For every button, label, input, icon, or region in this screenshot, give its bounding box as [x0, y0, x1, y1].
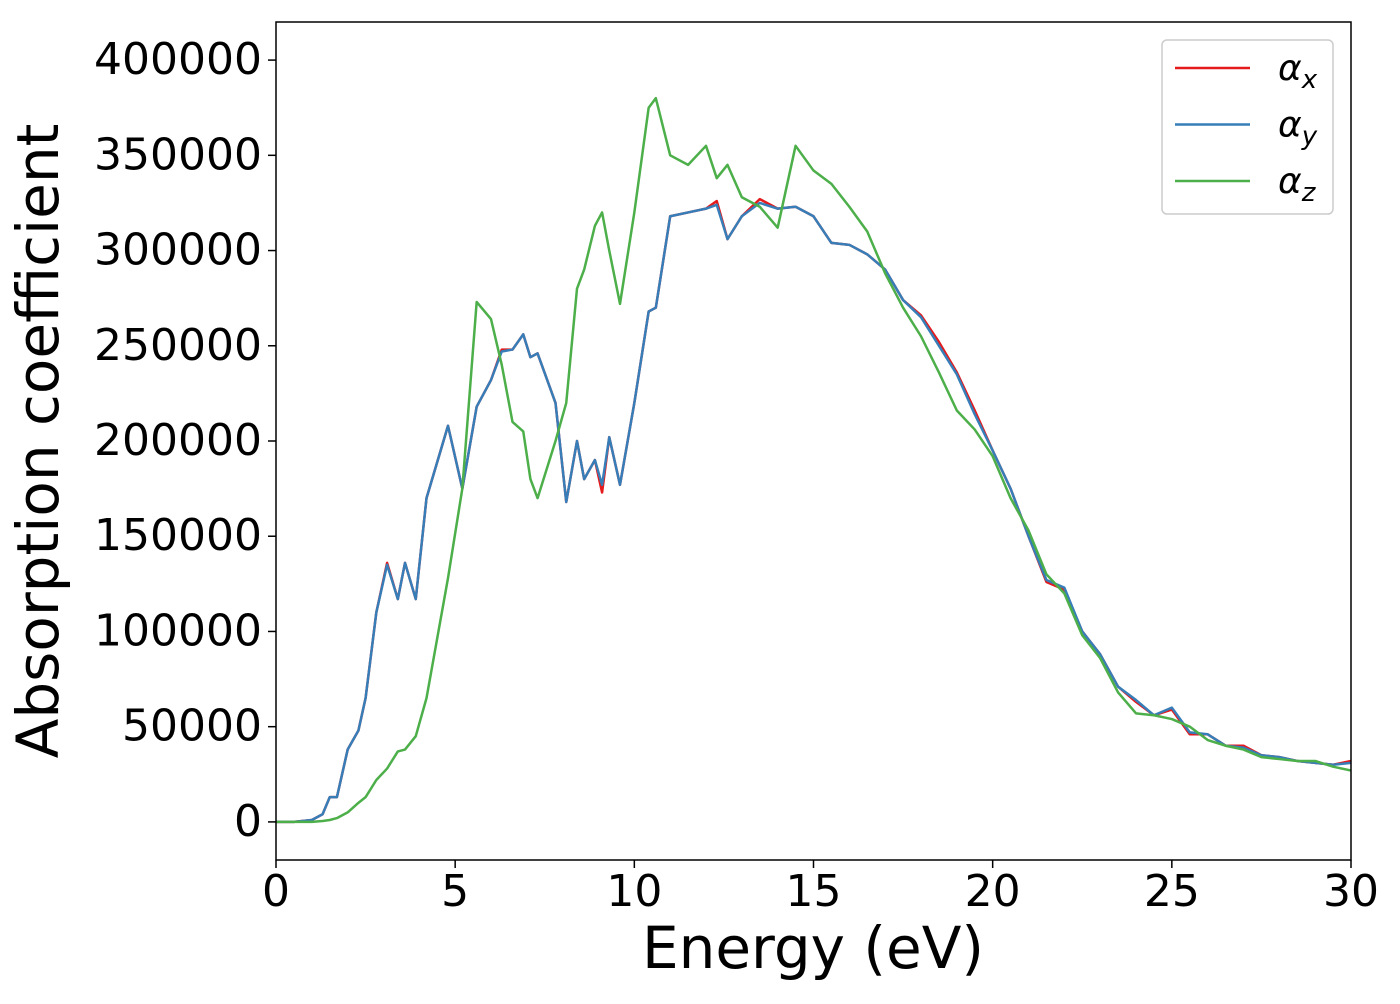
plot-frame	[275, 21, 1352, 861]
y-tick-label: 350000	[94, 129, 262, 180]
series-line	[276, 96, 1351, 824]
y-tick-label: 100000	[94, 605, 262, 656]
legend-label: αy	[1278, 105, 1318, 152]
y-tick-label: 50000	[122, 701, 262, 752]
x-tick-label: 10	[606, 866, 662, 917]
y-axis-label: Absorption coefficient	[4, 124, 72, 759]
legend-box	[1161, 39, 1334, 215]
x-tick-label: 15	[786, 866, 842, 917]
y-tick-label: 250000	[94, 320, 262, 371]
x-axis-label: Energy (eV)	[642, 914, 984, 982]
y-tick-label: 150000	[94, 510, 262, 561]
y-tick-label: 400000	[94, 34, 262, 85]
x-tick-label: 0	[262, 866, 290, 917]
x-tick-label: 30	[1323, 866, 1379, 917]
x-tick-label: 5	[441, 866, 469, 917]
series-line	[276, 201, 1351, 824]
legend-label: αx	[1278, 48, 1318, 95]
x-tick-label: 20	[965, 866, 1021, 917]
y-tick-label: 300000	[94, 225, 262, 276]
y-tick-label: 0	[234, 796, 262, 847]
x-tick-label: 25	[1144, 866, 1200, 917]
y-tick-label: 200000	[94, 415, 262, 466]
legend-label: αz	[1278, 161, 1317, 208]
